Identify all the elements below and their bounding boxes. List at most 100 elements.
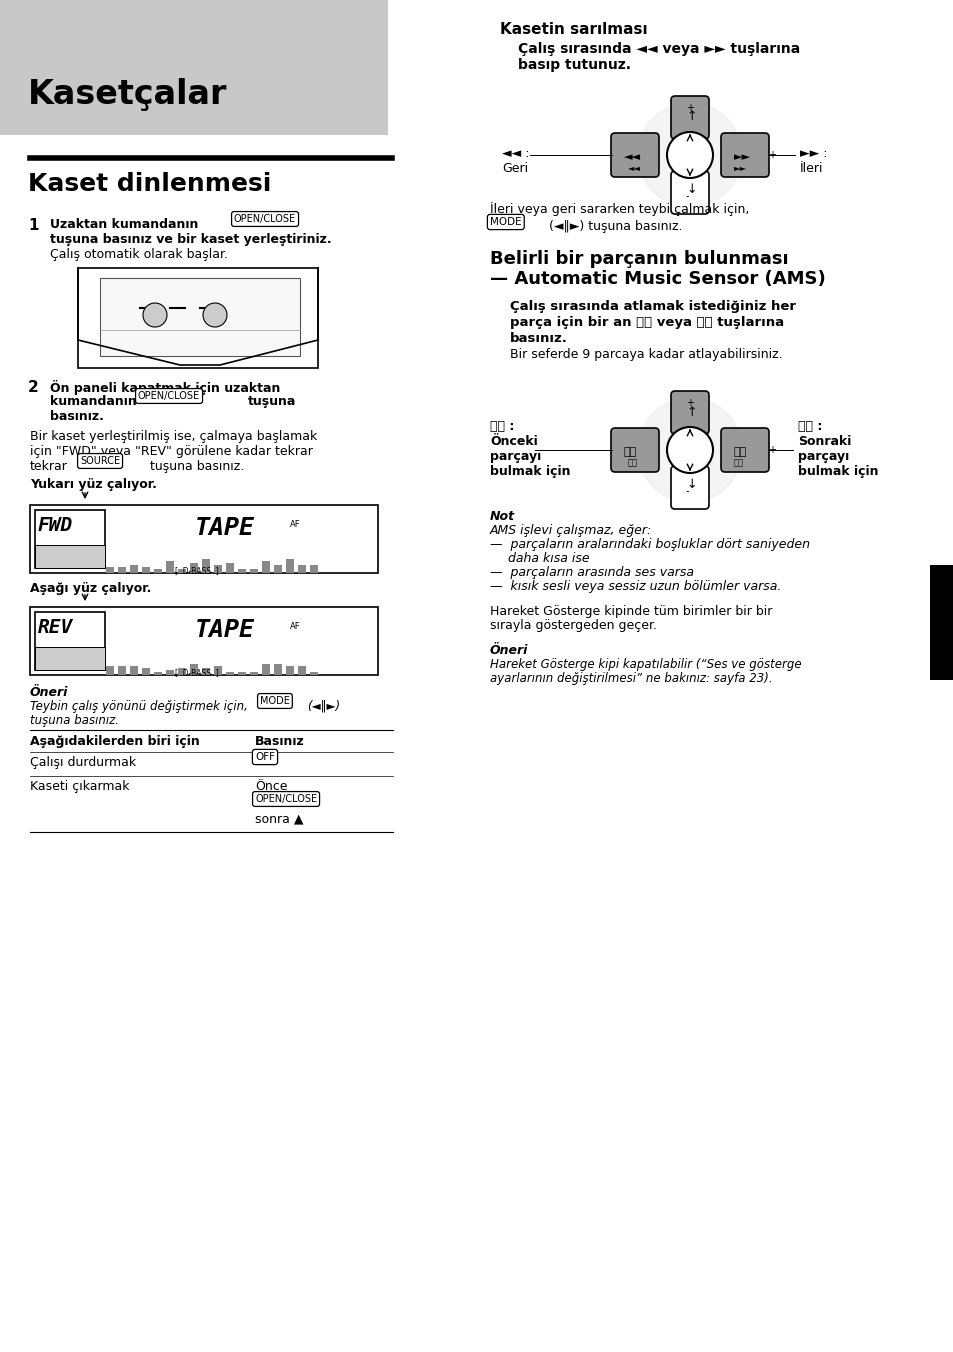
Text: 2: 2 [28, 380, 39, 395]
Text: Kaset dinlenmesi: Kaset dinlenmesi [28, 172, 271, 196]
Text: REV: REV [38, 618, 73, 637]
Text: ↓: ↓ [685, 479, 696, 491]
Text: —  kısık sesli veya sessiz uzun bölümler varsa.: — kısık sesli veya sessiz uzun bölümler … [490, 580, 781, 594]
Text: -: - [685, 191, 689, 201]
Text: ayarlarının değiştirilmesi” ne bakınız: sayfa 23).: ayarlarının değiştirilmesi” ne bakınız: … [490, 672, 772, 685]
Text: Bir seferde 9 parcaya kadar atlayabilirsiniz.: Bir seferde 9 parcaya kadar atlayabilirs… [510, 347, 781, 361]
Text: 1: 1 [28, 218, 38, 233]
Text: ⏮⏮: ⏮⏮ [627, 458, 638, 466]
FancyBboxPatch shape [610, 429, 659, 472]
Text: +: + [685, 397, 693, 408]
Text: MODE: MODE [490, 218, 521, 227]
Text: SOURCE: SOURCE [80, 456, 120, 466]
Bar [297, 668, 306, 675]
Bar [274, 671, 282, 675]
Bar [35, 612, 105, 671]
Text: basınız.: basınız. [510, 333, 567, 345]
Text: ↑: ↑ [685, 110, 696, 123]
Text: +: + [767, 150, 775, 160]
Bar [178, 668, 186, 675]
Circle shape [666, 427, 712, 473]
Bar [118, 667, 126, 675]
Text: tekrar: tekrar [30, 460, 68, 473]
Text: Önceki: Önceki [490, 435, 537, 448]
Bar [262, 566, 270, 573]
Text: AMS işlevi çalışmaz, eğer:: AMS işlevi çalışmaz, eğer: [490, 525, 652, 537]
Bar [274, 562, 282, 573]
Text: Önce: Önce [254, 780, 287, 794]
Bar [202, 664, 210, 675]
Text: FWD: FWD [38, 516, 73, 535]
Text: Geri: Geri [501, 162, 528, 174]
Text: Bir kaset yerleştirilmiş ise, çalmaya başlamak: Bir kaset yerleştirilmiş ise, çalmaya ba… [30, 430, 317, 443]
Text: +: + [685, 103, 693, 114]
Bar [237, 672, 246, 675]
Text: Hareket Gösterge kipinde tüm birimler bir bir: Hareket Gösterge kipinde tüm birimler bi… [490, 604, 772, 618]
Text: Aşağı yüz çalıyor.: Aşağı yüz çalıyor. [30, 581, 152, 595]
Text: tuşuna basınız ve bir kaset yerleştiriniz.: tuşuna basınız ve bir kaset yerleştirini… [50, 233, 332, 246]
Bar [142, 667, 150, 675]
Bar [226, 672, 233, 675]
Text: Çalışı durdurmak: Çalışı durdurmak [30, 756, 136, 769]
Text: Çalış sırasında ◄◄ veya ►► tuşlarına: Çalış sırasında ◄◄ veya ►► tuşlarına [517, 42, 800, 55]
Text: ⏭⏭: ⏭⏭ [733, 448, 746, 457]
Text: OPEN/CLOSE: OPEN/CLOSE [233, 214, 295, 224]
Text: Not: Not [490, 510, 515, 523]
Text: TAPE: TAPE [194, 516, 254, 539]
Bar [250, 671, 257, 675]
Text: sonra ▲: sonra ▲ [254, 813, 303, 825]
Bar [166, 566, 173, 573]
Bar [213, 558, 222, 573]
Text: bulmak için: bulmak için [490, 465, 570, 479]
Bar [0, 0, 388, 135]
Text: ◄◄: ◄◄ [627, 164, 640, 172]
Bar [310, 672, 317, 675]
Text: parçayı: parçayı [797, 450, 848, 462]
Text: -: - [609, 445, 613, 456]
Text: Basınız: Basınız [254, 735, 304, 748]
Text: tuşuna basınız.: tuşuna basınız. [150, 460, 244, 473]
Bar [35, 648, 105, 671]
Bar [213, 671, 222, 675]
Bar [178, 566, 186, 573]
FancyBboxPatch shape [670, 170, 708, 214]
Text: sırayla göstergeden geçer.: sırayla göstergeden geçer. [490, 619, 657, 631]
Bar [30, 607, 377, 675]
FancyBboxPatch shape [610, 132, 659, 177]
Text: Uzaktan kumandanın: Uzaktan kumandanın [50, 218, 198, 231]
Text: basınız.: basınız. [50, 410, 104, 423]
Bar [262, 664, 270, 675]
Text: —  parçaların aralarındaki boşluklar dört saniyeden: — parçaların aralarındaki boşluklar dört… [490, 538, 809, 552]
Bar [166, 664, 173, 675]
Circle shape [203, 303, 227, 327]
Text: daha kısa ise: daha kısa ise [507, 552, 589, 565]
Text: Belirli bir parçanın bulunması: Belirli bir parçanın bulunması [490, 250, 788, 268]
Text: kumandanın: kumandanın [50, 395, 136, 408]
Polygon shape [638, 397, 741, 502]
Text: tuşuna basınız.: tuşuna basınız. [30, 714, 119, 727]
Bar [130, 561, 138, 573]
Text: parça için bir an ⏮⏮ veya ⏭⏭ tuşlarına: parça için bir an ⏮⏮ veya ⏭⏭ tuşlarına [510, 316, 783, 329]
Text: ⏮⏮: ⏮⏮ [623, 448, 637, 457]
FancyBboxPatch shape [670, 391, 708, 434]
Text: Öneri: Öneri [30, 685, 69, 699]
Bar [286, 667, 294, 675]
FancyBboxPatch shape [720, 132, 768, 177]
Circle shape [143, 303, 167, 327]
Text: İleri veya geri sararken teybi çalmak için,: İleri veya geri sararken teybi çalmak iç… [490, 201, 749, 216]
Text: ◄◄: ◄◄ [623, 151, 640, 162]
Text: Kaseti çıkarmak: Kaseti çıkarmak [30, 780, 130, 794]
Text: ►► :: ►► : [800, 147, 826, 160]
Text: AF: AF [290, 521, 300, 529]
Bar [106, 566, 113, 573]
Bar [106, 671, 113, 675]
Text: ⏭⏭: ⏭⏭ [733, 458, 743, 466]
Text: için "FWD" veya "REV" görülene kadar tekrar: için "FWD" veya "REV" görülene kadar tek… [30, 445, 313, 458]
Text: ↑: ↑ [685, 406, 696, 419]
Text: Sonraki: Sonraki [797, 435, 850, 448]
Text: OFF: OFF [254, 752, 274, 763]
Text: (◄‖►) tuşuna basınız.: (◄‖►) tuşuna basınız. [544, 220, 681, 233]
Text: Kasetçalar: Kasetçalar [28, 78, 227, 111]
Text: parçayı: parçayı [490, 450, 540, 462]
Bar [142, 569, 150, 573]
